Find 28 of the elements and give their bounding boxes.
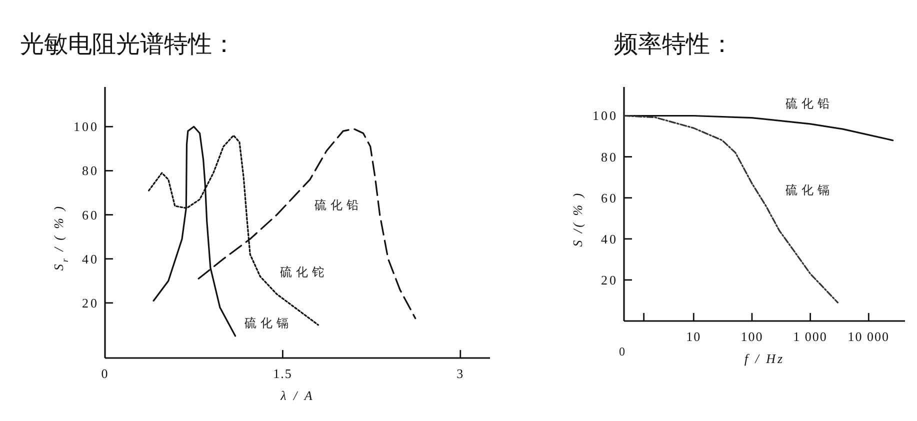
x-tick-label: 1 000 <box>793 329 828 344</box>
chart-title: 频率特性： <box>614 31 734 58</box>
annotation: 硫化铊 <box>280 264 328 279</box>
x-tick-label: 10 <box>686 329 702 344</box>
annotation: 硫化镉 <box>244 316 293 330</box>
x-tick-label: 10 000 <box>848 329 890 344</box>
y-tick-label: 100 <box>592 108 618 124</box>
x-tick-label: 100 <box>740 329 764 344</box>
x-tick-label: 0 <box>101 366 109 381</box>
chart-title: 光敏电阻光谱特性： <box>20 31 236 58</box>
annotation: 硫化铅 <box>785 96 834 110</box>
y-tick-label: 40 <box>82 251 99 266</box>
x-axis-title: f / Hz <box>744 351 785 366</box>
x-tick-label: 3 <box>456 366 464 381</box>
y-tick-label: 20 <box>601 272 618 288</box>
y-tick-label: 80 <box>82 163 99 178</box>
text: 0 <box>619 344 629 358</box>
y-axis-title: S /( % ) <box>570 191 585 247</box>
y-tick-label: 60 <box>82 207 99 222</box>
y-tick-label: 100 <box>74 119 99 134</box>
y-tick-label: 20 <box>82 295 99 310</box>
annotation: 硫化镉 <box>785 182 834 197</box>
x-tick-label: 1.5 <box>273 366 292 381</box>
y-tick-label: 80 <box>601 149 618 164</box>
annotation: 硫化铅 <box>314 198 362 212</box>
x-axis-title: λ / A <box>280 388 314 403</box>
y-tick-label: 40 <box>601 231 618 246</box>
y-tick-label: 60 <box>601 190 618 206</box>
